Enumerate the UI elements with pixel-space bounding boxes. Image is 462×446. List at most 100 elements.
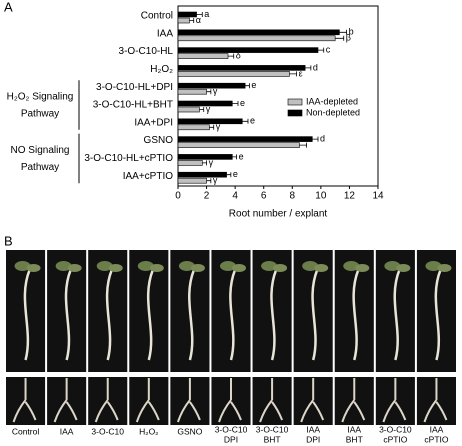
- seedling-leaf: [425, 261, 442, 271]
- photo-label: cPTIO: [383, 434, 407, 444]
- significance-letter: c: [326, 44, 331, 54]
- error-bar: [189, 18, 195, 23]
- photo-label: IAA: [60, 426, 74, 436]
- significance-letter: d: [313, 62, 318, 72]
- bar: [177, 17, 190, 24]
- x-tick-label: 14: [372, 191, 384, 202]
- photo-label: H₂O₂: [139, 426, 158, 436]
- error-bar: [232, 154, 237, 160]
- significance-letter: e: [251, 80, 256, 90]
- x-tick-label: 2: [204, 191, 210, 202]
- bar: [177, 171, 227, 178]
- seedling-leaf: [302, 261, 319, 271]
- photo-label: 3-O-C10: [256, 424, 289, 434]
- category-label: 3-O-C10-HL: [119, 46, 174, 57]
- significance-letter: γ: [213, 86, 218, 96]
- bar: [177, 29, 340, 36]
- photo-label: IAA: [430, 424, 444, 434]
- seedling-leaf: [190, 264, 205, 272]
- seedling-leaf: [67, 264, 82, 272]
- legend-swatch: [287, 109, 303, 117]
- error-bar: [299, 142, 307, 148]
- photo-label: Control: [12, 426, 40, 436]
- root-detail: [135, 378, 160, 423]
- category-label: 3-O-C10-HL+BHT: [93, 100, 173, 111]
- seedling-stem: [146, 269, 154, 361]
- significance-letter: δ: [236, 50, 241, 60]
- group-label: H₂O₂ Signaling: [7, 92, 74, 103]
- seedling-leaf: [355, 264, 370, 272]
- seedling-leaf: [232, 264, 246, 272]
- seedling-leaf: [220, 261, 236, 271]
- x-tick-label: 4: [232, 191, 238, 202]
- legend-label: IAA-depleted: [306, 96, 358, 106]
- bar: [177, 100, 233, 107]
- bar: [177, 160, 203, 166]
- category-label: GSNO: [144, 135, 174, 146]
- significance-letter: β: [346, 33, 351, 43]
- seedling-leaf: [26, 264, 41, 272]
- seedling-leaf: [149, 264, 164, 272]
- root-detail: [12, 378, 37, 423]
- seedling-leaf: [437, 264, 452, 272]
- significance-letter: γ: [209, 157, 214, 167]
- photo-label: 3-O-C10: [91, 426, 124, 436]
- significance-letter: e: [240, 98, 245, 108]
- seedling-leaf: [343, 261, 360, 271]
- seedling-leaf: [261, 261, 278, 271]
- error-bar: [242, 118, 249, 124]
- significance-letter: d: [320, 133, 325, 143]
- significance-letter: γ: [206, 104, 211, 114]
- error-bar: [289, 71, 297, 77]
- bar: [177, 118, 243, 125]
- significance-letter: b: [349, 27, 354, 37]
- seedling-leaf: [14, 261, 31, 271]
- photo-label: cPTIO: [424, 434, 448, 444]
- root-detail: [218, 378, 242, 423]
- seedling-leaf: [55, 261, 72, 271]
- photo-label: DPI: [306, 434, 320, 444]
- error-bar: [196, 12, 203, 17]
- significance-letter: e: [233, 169, 238, 179]
- error-bar: [206, 89, 212, 95]
- category-label: IAA+cPTIO: [123, 171, 174, 182]
- panel-label: B: [4, 233, 13, 248]
- x-tick-label: 12: [344, 191, 356, 202]
- x-tick-label: 10: [315, 191, 327, 202]
- photo-label: 3-O-C10: [379, 424, 412, 434]
- bar: [177, 71, 290, 77]
- seedling-stem: [188, 269, 196, 361]
- error-bar: [206, 178, 212, 184]
- significance-letter: ε: [299, 68, 303, 78]
- error-bar: [226, 172, 232, 178]
- group-label: Pathway: [21, 162, 59, 173]
- bar: [177, 65, 306, 71]
- group-label: NO Signaling: [11, 145, 70, 156]
- seedling-stem: [393, 269, 401, 361]
- seedling-stem: [270, 269, 278, 361]
- photo-label: BHT: [264, 434, 281, 444]
- significance-letter: e: [239, 151, 244, 161]
- seedling-stem: [311, 269, 319, 361]
- bar: [177, 82, 246, 89]
- category-label: Control: [141, 11, 173, 22]
- seedling-stem: [434, 269, 442, 361]
- seedling-stem: [105, 269, 113, 361]
- legend-label: Non-depleted: [306, 107, 360, 117]
- root-detail: [94, 378, 119, 423]
- legend-swatch: [287, 98, 303, 106]
- seedling-leaf: [273, 264, 288, 272]
- seedling-stem: [23, 269, 31, 361]
- bar: [177, 142, 300, 148]
- seedling-leaf: [108, 264, 123, 272]
- x-axis-label: Root number / explant: [229, 209, 328, 220]
- seedling-stem: [64, 269, 72, 361]
- root-detail: [53, 378, 78, 423]
- group-label: Pathway: [21, 109, 59, 120]
- bar: [177, 88, 207, 95]
- seedling-stem: [229, 269, 237, 361]
- seedling-leaf: [384, 261, 401, 271]
- root-detail: [300, 378, 325, 423]
- category-label: H₂O₂: [150, 64, 173, 75]
